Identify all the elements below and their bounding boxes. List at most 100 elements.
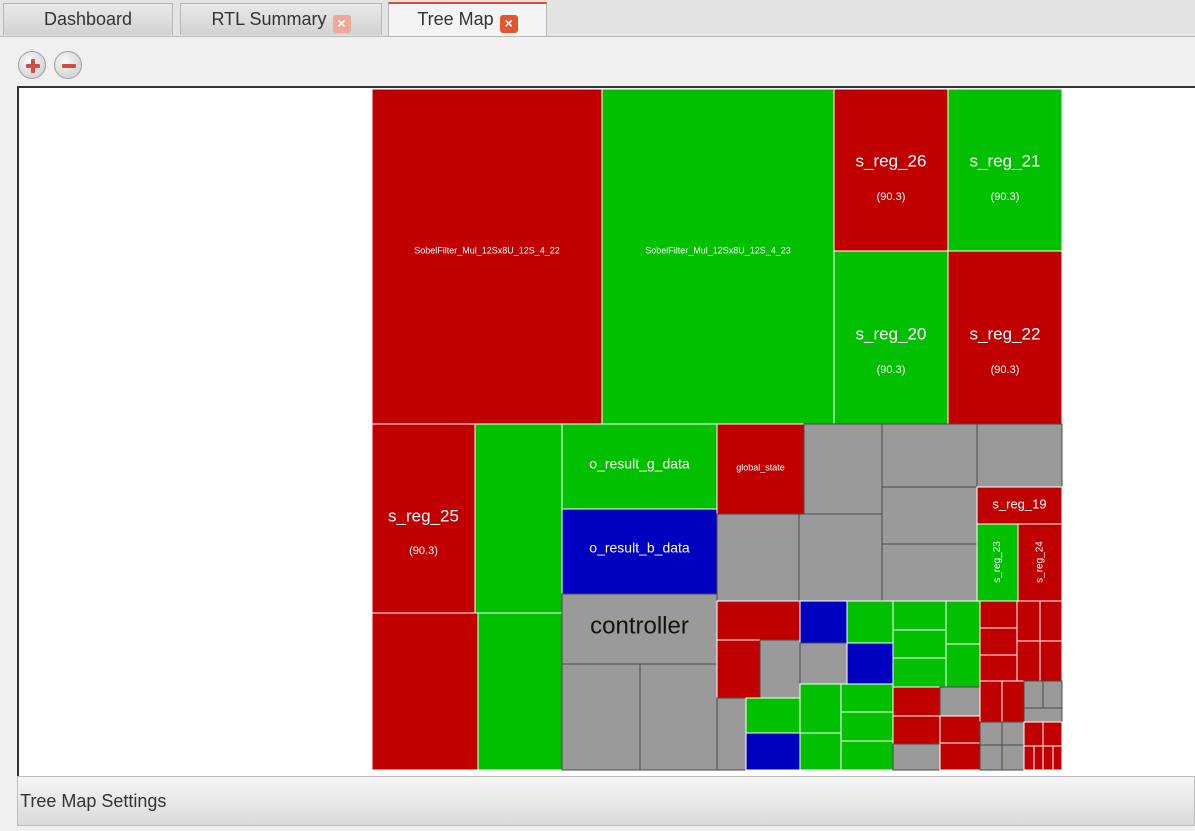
close-icon[interactable]: × (332, 15, 351, 33)
treemap-cell-global-state[interactable] (716, 423, 805, 515)
settings-label: Tree Map Settings (20, 791, 167, 811)
treemap-cell-sobelfilter-mul-12sx8u-12s-4-23[interactable] (601, 88, 835, 425)
treemap-cell[interactable] (1023, 721, 1044, 747)
treemap-cell[interactable] (892, 686, 941, 717)
tab-label: RTL Summary (211, 9, 327, 29)
cell-value: (90.3) (409, 545, 438, 557)
treemap-cell-s-reg-19[interactable] (976, 486, 1063, 525)
plus-icon (26, 59, 40, 73)
tab-dashboard[interactable]: Dashboard (3, 3, 173, 35)
treemap-cell[interactable] (799, 732, 842, 771)
minus-icon (62, 64, 76, 68)
treemap-cell[interactable] (881, 486, 978, 545)
treemap-cell[interactable] (1001, 744, 1025, 771)
tree-map-canvas: SobelFilter_Mul_12Sx8U_12S_4_22 SobelFilt… (17, 86, 1195, 776)
treemap-cell[interactable] (840, 683, 894, 713)
treemap-cell[interactable] (1039, 600, 1063, 642)
treemap-cell[interactable] (1023, 707, 1063, 723)
treemap-cell[interactable] (979, 744, 1003, 771)
treemap-cell[interactable] (803, 423, 883, 515)
treemap-cell[interactable] (979, 627, 1018, 656)
tab-rtl-summary[interactable]: RTL Summary × (180, 3, 382, 35)
treemap-cell[interactable] (979, 721, 1003, 746)
cell-value: (90.3) (991, 364, 1020, 376)
cell-label: controller (590, 612, 689, 639)
cell-label: o_result_b_data (589, 540, 690, 556)
cell-value: (90.3) (877, 191, 906, 203)
zoom-out-button[interactable] (54, 51, 82, 79)
treemap-cell[interactable] (1001, 680, 1025, 723)
treemap-cell[interactable] (1039, 640, 1063, 682)
cell-label: global_state (736, 462, 785, 472)
treemap-cell-sobelfilter-mul-12sx8u-12s-4-22[interactable] (371, 88, 603, 425)
cell-label: s_reg_19 (992, 496, 1046, 511)
treemap-cell[interactable] (1023, 745, 1035, 771)
cell-label: s_reg_25 (388, 506, 459, 525)
treemap-cell[interactable] (799, 642, 848, 685)
treemap-cell-controller[interactable] (561, 593, 718, 665)
treemap-cell[interactable] (945, 600, 981, 645)
treemap-cell[interactable] (979, 680, 1003, 723)
treemap-cell[interactable] (1016, 600, 1041, 642)
treemap-cell-o-result-b-data[interactable] (561, 508, 718, 595)
treemap-cell[interactable] (892, 629, 947, 659)
cell-label: s_reg_22 (970, 324, 1041, 343)
treemap-cell[interactable] (716, 639, 761, 699)
treemap-cell[interactable] (846, 600, 894, 644)
treemap-cell[interactable] (1001, 721, 1025, 746)
treemap-cell[interactable] (745, 697, 801, 734)
treemap-cell-s-reg-24[interactable] (1017, 523, 1063, 602)
cell-label: SobelFilter_Mul_12Sx8U_12S_4_22 (414, 245, 560, 255)
tab-tree-map[interactable]: Tree Map × (388, 2, 547, 36)
treemap-cell[interactable] (716, 697, 747, 771)
treemap-cell[interactable] (561, 663, 641, 771)
treemap-cell[interactable] (1052, 745, 1063, 771)
treemap-cell[interactable] (1033, 745, 1044, 771)
treemap-cell[interactable] (881, 543, 978, 602)
tree-map-settings-bar[interactable]: Tree Map Settings (17, 776, 1195, 826)
tab-bar: Dashboard RTL Summary × Tree Map × (0, 0, 1195, 37)
treemap-cell[interactable] (477, 612, 563, 771)
treemap-cell[interactable] (939, 686, 981, 717)
treemap-cell[interactable] (639, 663, 718, 771)
treemap-cell[interactable] (1042, 680, 1063, 709)
treemap-cell[interactable] (892, 600, 947, 631)
treemap-cell[interactable] (799, 600, 848, 644)
treemap-cell[interactable] (892, 743, 941, 771)
treemap-cell[interactable] (1023, 680, 1044, 709)
treemap-cell[interactable] (976, 423, 1063, 488)
treemap-cell[interactable] (881, 423, 978, 488)
treemap-cell-s-reg-22[interactable] (947, 250, 1063, 425)
zoom-in-button[interactable] (18, 51, 46, 79)
treemap-cell-o-result-g-data[interactable] (561, 423, 718, 510)
treemap-cell-s-reg-25[interactable] (371, 423, 476, 614)
treemap-cell[interactable] (799, 683, 842, 734)
treemap-cell[interactable] (371, 612, 479, 771)
treemap-cell[interactable] (716, 513, 800, 602)
treemap-cell[interactable] (759, 639, 801, 699)
tree-map: SobelFilter_Mul_12Sx8U_12S_4_22 SobelFilt… (371, 88, 1063, 771)
treemap-cell[interactable] (840, 711, 894, 742)
cell-label: o_result_g_data (589, 456, 690, 472)
treemap-cell[interactable] (892, 715, 941, 745)
treemap-cell[interactable] (1042, 745, 1054, 771)
tab-label: Tree Map (417, 9, 494, 29)
cell-label: s_reg_26 (856, 151, 927, 170)
treemap-cell[interactable] (979, 654, 1018, 682)
cell-label: SobelFilter_Mul_12Sx8U_12S_4_23 (645, 245, 791, 255)
treemap-cell[interactable] (939, 742, 981, 771)
treemap-cell[interactable] (939, 715, 981, 744)
treemap-cell[interactable] (474, 423, 563, 614)
treemap-cell[interactable] (892, 657, 947, 688)
treemap-cell[interactable] (846, 642, 894, 685)
treemap-cell[interactable] (716, 600, 801, 641)
close-icon[interactable]: × (499, 15, 518, 33)
treemap-cell[interactable] (1042, 721, 1063, 747)
treemap-cell[interactable] (745, 732, 801, 771)
treemap-cell[interactable] (798, 513, 883, 602)
cell-label: s_reg_24 (1035, 541, 1046, 583)
treemap-cell[interactable] (840, 740, 894, 771)
treemap-cell[interactable] (1016, 640, 1041, 682)
treemap-cell[interactable] (979, 600, 1018, 629)
treemap-cell[interactable] (945, 643, 981, 688)
